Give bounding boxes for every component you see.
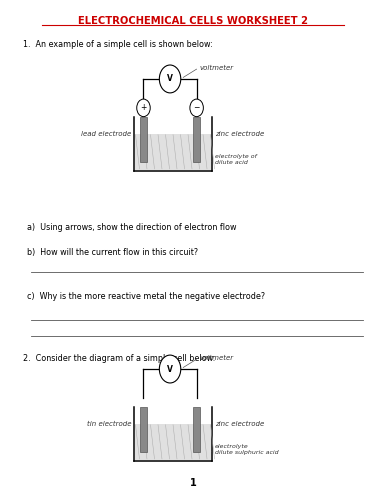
Text: lead electrode: lead electrode (81, 130, 131, 136)
Text: tin electrode: tin electrode (87, 421, 131, 427)
Circle shape (159, 355, 181, 383)
Circle shape (137, 99, 150, 116)
Text: zinc electrode: zinc electrode (215, 421, 264, 427)
Text: c)  Why is the more reactive metal the negative electrode?: c) Why is the more reactive metal the ne… (27, 292, 265, 301)
Text: ELECTROCHEMICAL CELLS WORKSHEET 2: ELECTROCHEMICAL CELLS WORKSHEET 2 (78, 16, 308, 26)
Text: +: + (140, 104, 147, 112)
Text: b)  How will the current flow in this circuit?: b) How will the current flow in this cir… (27, 248, 198, 256)
Text: voltmeter: voltmeter (200, 64, 234, 70)
Text: V: V (167, 74, 173, 84)
Text: 2.  Consider the diagram of a simple cell below:: 2. Consider the diagram of a simple cell… (23, 354, 215, 363)
Text: 1: 1 (190, 478, 196, 488)
Text: electrolyte
dilute sulphuric acid: electrolyte dilute sulphuric acid (215, 444, 278, 456)
Bar (140, 406, 147, 452)
Text: a)  Using arrows, show the direction of electron flow: a) Using arrows, show the direction of e… (27, 223, 236, 232)
Text: 1.  An example of a simple cell is shown below:: 1. An example of a simple cell is shown … (23, 40, 213, 48)
Circle shape (190, 99, 203, 116)
Circle shape (159, 65, 181, 93)
Text: −: − (193, 104, 200, 112)
Bar (140, 116, 147, 162)
Text: voltmeter: voltmeter (200, 354, 234, 360)
Bar (135, 134, 211, 170)
Text: V: V (167, 364, 173, 374)
Text: electrolyte of
dilute acid: electrolyte of dilute acid (215, 154, 257, 166)
Text: zinc electrode: zinc electrode (215, 130, 264, 136)
Bar (193, 406, 200, 452)
Bar (193, 116, 200, 162)
Bar (135, 424, 211, 460)
